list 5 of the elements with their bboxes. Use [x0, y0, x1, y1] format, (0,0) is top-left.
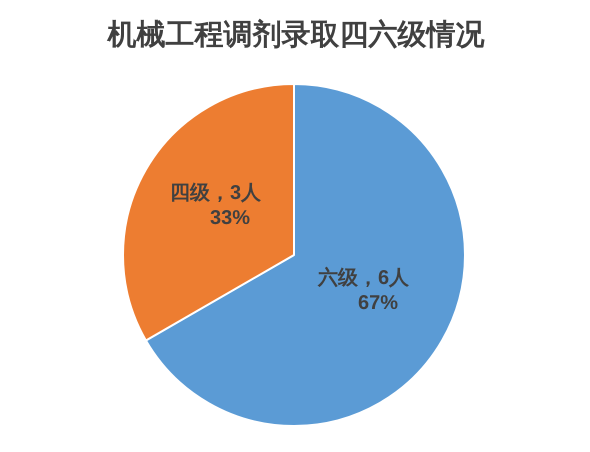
slice-label: 六级	[317, 266, 359, 289]
slice-label: 四级	[170, 182, 211, 204]
data-label: ，3人 33%	[210, 182, 262, 229]
chart-title: 机械工程调剂录取四六级情况	[106, 18, 486, 51]
data-label: ，6人 67%	[358, 267, 410, 314]
